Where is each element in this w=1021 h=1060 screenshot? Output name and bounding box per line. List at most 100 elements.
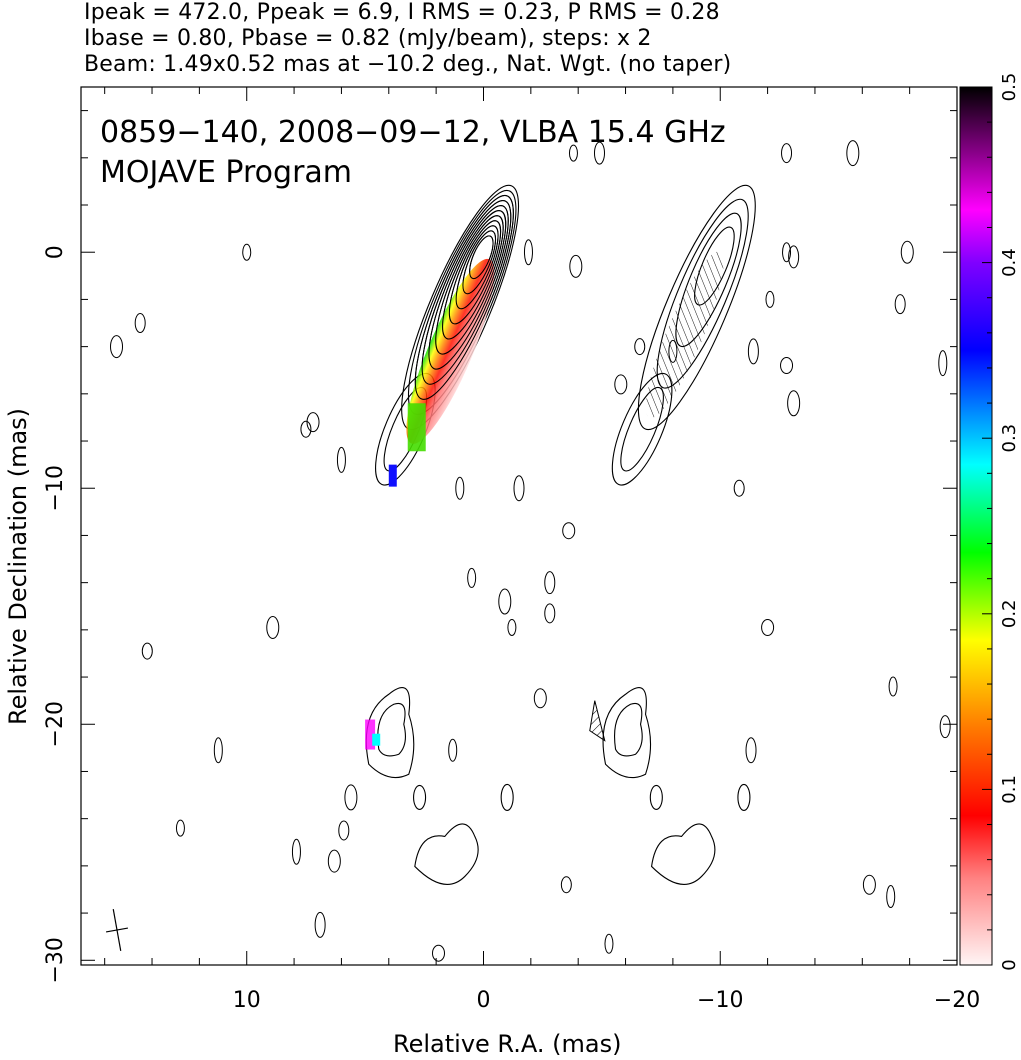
noise-contour	[761, 618, 775, 636]
contour-level	[448, 220, 502, 325]
contour-layer	[105, 140, 951, 962]
noise-contour	[467, 567, 477, 588]
x-tick-label: −20	[934, 988, 980, 1013]
noise-contour	[327, 849, 341, 873]
contour-level	[637, 184, 756, 431]
contour-blob	[365, 687, 415, 779]
noise-contour	[888, 676, 898, 697]
jet-polarization-panel	[611, 184, 756, 486]
polarization-vectors-hatch	[589, 700, 606, 742]
contour-level	[428, 205, 509, 370]
noise-contour	[336, 446, 346, 473]
noise-contour	[498, 588, 512, 615]
plot-title: 0859−140, 2008−09−12, VLBA 15.4 GHz	[100, 115, 726, 150]
noise-contour	[747, 338, 759, 365]
lower-right-panel	[589, 687, 751, 885]
contour-blob	[500, 783, 514, 811]
noise-contour	[266, 615, 280, 639]
y-tick-label: −10	[43, 465, 68, 511]
plot-subtitle: MOJAVE Program	[100, 155, 352, 190]
header-line-1: Ipeak = 472.0, Ppeak = 6.9, I RMS = 0.23…	[84, 0, 720, 25]
contour-blob	[413, 784, 427, 810]
noise-contour	[788, 245, 800, 269]
polarization-edge	[388, 464, 397, 487]
contour-level	[435, 210, 507, 355]
noise-contour	[894, 294, 906, 315]
jet-main	[375, 184, 520, 487]
noise-contour	[604, 933, 614, 954]
y-tick-label: −30	[43, 937, 68, 983]
colorbar-tick-label: 0.5	[999, 73, 1020, 102]
noise-contour	[291, 838, 301, 865]
noise-contour	[455, 476, 465, 500]
noise-contour	[886, 885, 896, 909]
noise-contour	[938, 350, 948, 377]
noise-contour	[668, 339, 678, 363]
x-tick-label: 0	[476, 988, 490, 1013]
colorbar: 0 0.1 0.2 0.3 0.4 0.5	[959, 73, 1020, 971]
colorbar-tick-label: 0.3	[999, 424, 1020, 453]
header-line-3: Beam: 1.49x0.52 mas at −10.2 deg., Nat. …	[84, 52, 732, 77]
noise-contour	[780, 357, 794, 375]
noise-contour	[513, 475, 525, 502]
y-tick-label: −20	[43, 701, 68, 747]
noise-contour	[560, 876, 572, 894]
contour-level	[469, 235, 494, 280]
y-axis-title: Relative Declination (mas)	[4, 407, 32, 725]
x-tick-label: 10	[233, 988, 261, 1013]
contour-blob	[602, 687, 652, 779]
noise-contour	[900, 240, 914, 264]
contour-blob	[614, 702, 643, 757]
colorbar-scale	[959, 86, 993, 966]
polarization-patch	[372, 733, 381, 746]
noise-contour	[939, 715, 951, 739]
header-line-2: Ibase = 0.80, Pbase = 0.82 (mJy/beam), s…	[84, 26, 652, 51]
plot-frame	[80, 86, 958, 966]
noise-contour	[781, 143, 793, 164]
contour-blob	[649, 784, 663, 810]
contour-level	[455, 225, 499, 310]
contour-level	[442, 215, 504, 340]
contour-blob	[377, 702, 406, 757]
noise-contour	[523, 239, 533, 266]
fractional-polarization-fill	[406, 258, 495, 444]
noise-contour	[765, 290, 775, 308]
colorbar-tick-label: 0	[999, 959, 1020, 970]
contour-blob	[650, 823, 716, 885]
colorbar-tick-label: 0.1	[999, 775, 1020, 804]
lower-left-panel	[365, 687, 514, 885]
noise-contour	[300, 420, 312, 438]
noise-contour	[544, 571, 556, 595]
polarization-patch	[407, 403, 426, 452]
beam-minor-axis	[105, 927, 129, 933]
noise-contour	[448, 738, 458, 762]
noise-contour	[432, 944, 446, 962]
noise-contour	[213, 737, 223, 764]
noise-contour	[569, 254, 583, 278]
noise-contour	[175, 819, 185, 837]
noise-contour	[544, 603, 556, 624]
noise-contour	[562, 522, 576, 540]
contour-blob	[737, 783, 751, 811]
noise-contour	[338, 820, 350, 841]
contour-level	[462, 230, 497, 295]
noise-contour	[110, 335, 124, 359]
noise-contour	[314, 911, 326, 938]
noise-contour	[533, 688, 547, 709]
noise-contour	[344, 784, 358, 811]
noise-contour	[634, 338, 646, 356]
noise-contour	[568, 144, 578, 162]
contour-level	[421, 200, 512, 385]
noise-contour	[846, 140, 860, 167]
noise-contour	[862, 874, 876, 895]
noise-contour	[306, 412, 320, 433]
y-tick-label: 0	[43, 245, 68, 259]
x-tick-label: −10	[697, 988, 743, 1013]
noise-contour	[733, 479, 745, 497]
noise-contour	[507, 618, 517, 636]
x-axis-title: Relative R.A. (mas)	[393, 1030, 622, 1058]
noise-contour	[134, 313, 146, 334]
noise-contour	[782, 242, 792, 263]
noise-contour	[242, 243, 252, 261]
